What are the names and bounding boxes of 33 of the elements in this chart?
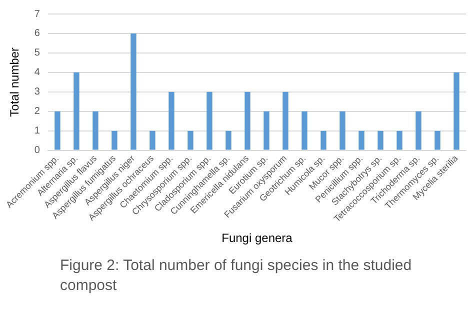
bar bbox=[416, 111, 422, 150]
bar bbox=[358, 130, 364, 150]
bar bbox=[226, 130, 232, 150]
y-tick-label: 5 bbox=[34, 48, 40, 59]
bar bbox=[54, 111, 60, 150]
y-tick-label: 0 bbox=[34, 145, 40, 156]
bar bbox=[282, 92, 288, 150]
bar bbox=[150, 130, 156, 150]
bar bbox=[74, 72, 80, 150]
bar bbox=[302, 111, 308, 150]
y-tick-label: 6 bbox=[34, 28, 40, 40]
bar bbox=[112, 130, 118, 150]
bar bbox=[188, 130, 194, 150]
bar bbox=[320, 130, 326, 150]
bar bbox=[378, 130, 384, 150]
y-tick-label: 2 bbox=[34, 106, 40, 118]
y-tick-label: 7 bbox=[34, 8, 40, 20]
bar bbox=[206, 92, 212, 150]
bar bbox=[168, 92, 174, 150]
bar bbox=[92, 111, 98, 150]
bar bbox=[434, 130, 440, 150]
bar bbox=[130, 33, 136, 150]
y-tick-label: 4 bbox=[34, 67, 40, 78]
caption: Figure 2: Total number of fungi species in the studied compost bbox=[59, 256, 413, 296]
bar bbox=[396, 130, 402, 150]
y-tick-label: 3 bbox=[34, 86, 40, 98]
bar bbox=[244, 92, 250, 150]
bar bbox=[454, 72, 460, 150]
y-tick-label: 1 bbox=[34, 126, 40, 137]
bar bbox=[340, 111, 346, 150]
y-axis-title: Total number bbox=[8, 47, 22, 117]
bar bbox=[264, 111, 270, 150]
x-axis-title: Fungi genera bbox=[222, 231, 293, 246]
